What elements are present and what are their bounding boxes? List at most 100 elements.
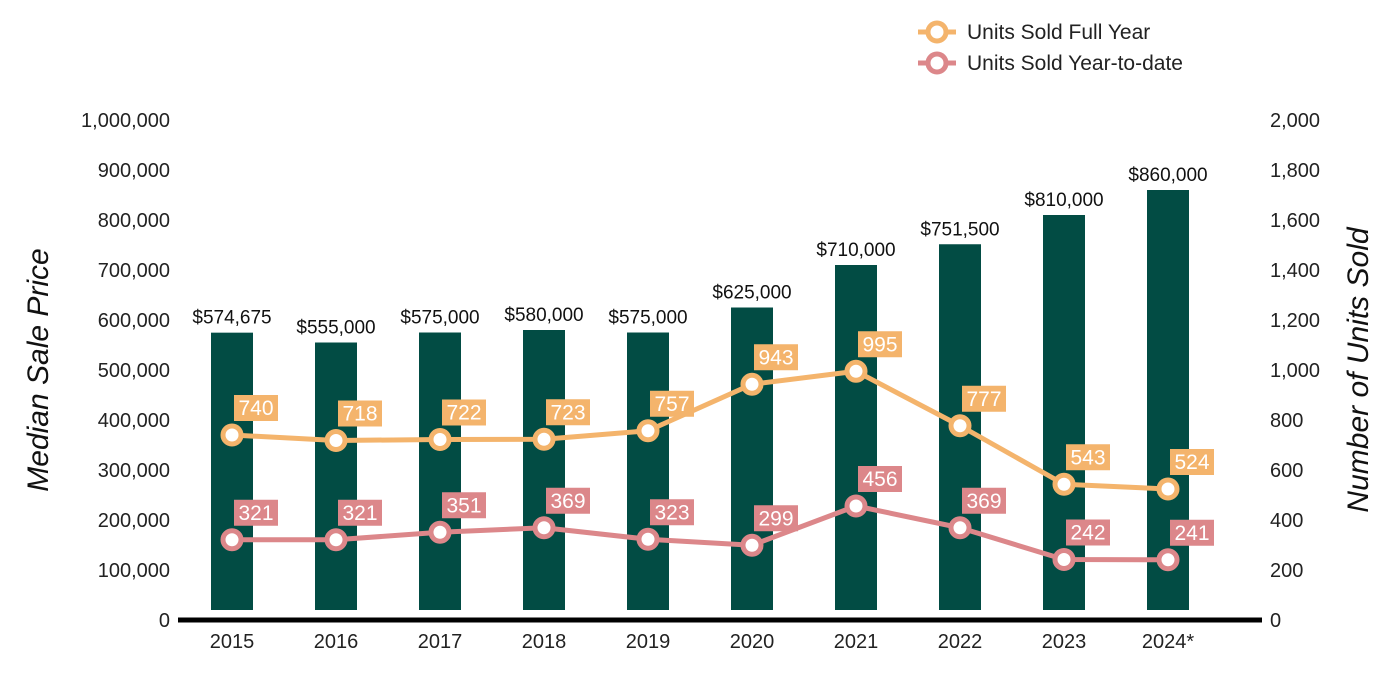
- left-axis-tick: 0: [159, 610, 170, 632]
- bar: [315, 342, 357, 610]
- bar: [523, 330, 565, 610]
- data-point: [948, 516, 972, 540]
- lines: [231, 368, 1169, 563]
- bar-value-label: $575,000: [608, 308, 687, 329]
- data-label: 740: [238, 397, 273, 420]
- data-label: 242: [1070, 522, 1105, 545]
- bar-value-label: $574,675: [192, 308, 271, 329]
- bar-value-label: $625,000: [712, 283, 791, 304]
- x-axis-tick: 2020: [730, 631, 775, 653]
- data-point: [948, 414, 972, 438]
- left-axis-tick: 400,000: [98, 410, 170, 432]
- bar: [1147, 190, 1189, 610]
- data-point: [1156, 477, 1180, 501]
- data-label-box: [858, 331, 902, 358]
- left-axis-title: Median Sale Price: [22, 248, 55, 491]
- legend-full-year-marker: [925, 20, 949, 44]
- data-label-box: [234, 499, 278, 526]
- legend: Units Sold Full Year Units Sold Year-to-…: [918, 20, 1183, 75]
- x-axis-ticks: 2015 2016 2017 2018 2019 2020 2021 2022 2023 2024…: [210, 631, 1195, 653]
- x-axis-tick: 2021: [834, 631, 879, 653]
- data-label-box: [858, 466, 902, 492]
- left-axis-tick: 800,000: [98, 210, 170, 232]
- data-point: [844, 494, 868, 518]
- data-label: 722: [446, 402, 481, 425]
- data-label-box: [650, 499, 694, 526]
- right-axis-tick: 600: [1270, 460, 1303, 482]
- data-label: 777: [966, 388, 1001, 411]
- data-point: [1052, 548, 1076, 571]
- bar-value-label: $751,500: [920, 219, 999, 240]
- data-point: [740, 372, 764, 396]
- data-label: 351: [446, 494, 481, 517]
- data-label-box: [1170, 449, 1214, 475]
- bar-value-label: $860,000: [1128, 165, 1207, 186]
- left-axis-tick: 1,000,000: [81, 110, 170, 132]
- left-axis-ticks: 0 100,000 200,000 300,000 400,000 500,000 600,…: [81, 110, 170, 632]
- x-axis-tick: 2017: [418, 631, 463, 653]
- data-label: 943: [758, 346, 793, 369]
- data-point: [428, 520, 452, 544]
- legend-full-year-label: Units Sold Full Year: [967, 21, 1150, 44]
- data-label: 323: [654, 501, 689, 524]
- data-label: 456: [862, 468, 897, 491]
- right-axis-title: Number of Units Sold: [1342, 226, 1375, 512]
- data-point: [532, 516, 556, 540]
- data-point: [636, 419, 660, 443]
- data-label: 241: [1174, 522, 1209, 545]
- data-label: 995: [862, 333, 897, 356]
- x-axis-tick: 2024*: [1142, 631, 1194, 653]
- data-label: 524: [1174, 451, 1209, 474]
- right-axis-tick: 1,400: [1270, 260, 1320, 282]
- data-label-box: [546, 487, 590, 514]
- right-axis-tick: 2,000: [1270, 110, 1320, 132]
- x-axis-tick: 2016: [314, 631, 359, 653]
- data-point: [1156, 548, 1180, 572]
- data-label: 369: [966, 490, 1001, 513]
- data-point: [532, 427, 556, 451]
- left-axis-tick: 300,000: [98, 460, 170, 482]
- x-axis-tick: 2018: [522, 631, 567, 653]
- data-label-box: [338, 499, 382, 526]
- legend-item-full-year[interactable]: Units Sold Full Year: [918, 20, 1150, 44]
- data-point: [1052, 472, 1076, 496]
- bar-value-label: $810,000: [1024, 190, 1103, 211]
- data-point: [324, 528, 348, 552]
- data-label-box: [754, 505, 798, 532]
- bar: [419, 332, 461, 610]
- right-axis-tick: 1,800: [1270, 160, 1320, 182]
- data-label-box: [442, 492, 486, 519]
- data-label-box: [442, 399, 486, 426]
- right-axis-tick: 200: [1270, 560, 1303, 582]
- x-axis-tick: 2022: [938, 631, 983, 653]
- bar-value-label: $580,000: [504, 305, 583, 326]
- x-axis-tick: 2015: [210, 631, 255, 653]
- bar: [627, 332, 669, 610]
- bar-labels: $574,675 $555,000 $575,000 $580,000 $575,000…: [192, 165, 1207, 339]
- data-point: [220, 423, 244, 447]
- data-label: 718: [342, 403, 377, 426]
- bar-value-label: $710,000: [816, 240, 895, 261]
- left-axis-tick: 200,000: [98, 510, 170, 532]
- x-axis-tick: 2023: [1042, 631, 1087, 653]
- data-label-box: [1066, 519, 1110, 546]
- data-label-box: [962, 385, 1006, 412]
- data-point: [740, 533, 764, 557]
- right-axis-ticks: 0 200 400 600 800 1,000 1,200 1,400 1,600 1,800 2,…: [1270, 110, 1320, 632]
- left-axis-tick: 100,000: [98, 560, 170, 582]
- data-point: [844, 359, 868, 383]
- points: 740 718 722 723 757 943 995 777 543 524 321 321 351 3…: [220, 331, 1214, 572]
- legend-ytd-marker: [925, 51, 949, 75]
- bars: [211, 190, 1189, 610]
- left-axis-tick: 500,000: [98, 360, 170, 382]
- data-point: [428, 428, 452, 451]
- data-point: [636, 527, 660, 551]
- legend-item-ytd[interactable]: Units Sold Year-to-date: [918, 51, 1183, 75]
- data-label: 757: [654, 393, 689, 416]
- left-axis-tick: 700,000: [98, 260, 170, 282]
- data-label: 299: [758, 507, 793, 530]
- data-point: [324, 429, 348, 452]
- data-label: 369: [550, 490, 585, 513]
- data-label-box: [546, 399, 590, 426]
